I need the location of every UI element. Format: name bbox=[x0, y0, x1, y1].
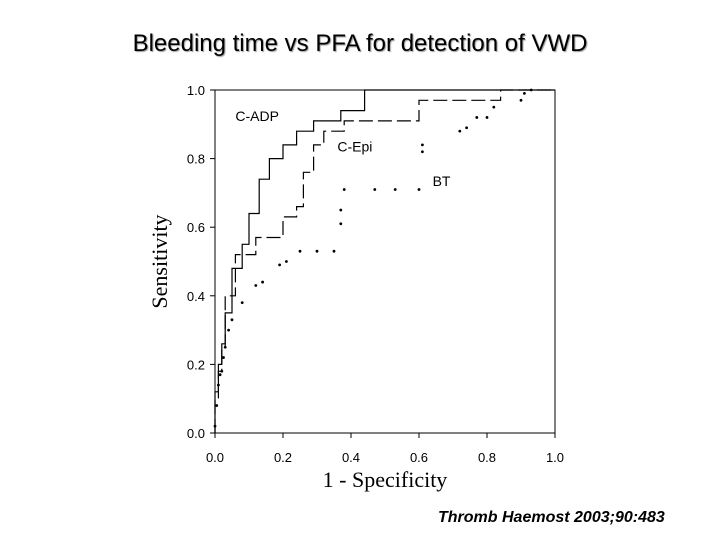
series-point-bt bbox=[240, 301, 244, 305]
series-point-bt bbox=[223, 345, 227, 349]
series-point-bt bbox=[217, 383, 220, 387]
series-point-bt bbox=[519, 98, 523, 102]
citation: Thromb Haemost 2003;90:483 bbox=[438, 509, 665, 526]
series-point-bt bbox=[278, 263, 281, 267]
series-point-bt bbox=[421, 143, 424, 147]
x-tick-label: 0.2 bbox=[274, 450, 292, 465]
axes: 0.0 0.2 0.4 0.6 0.8 1.0 0.0 0.2 0.4 0.6 0.8 1.0 1 - … bbox=[147, 83, 564, 492]
series-point-bt bbox=[529, 88, 533, 92]
series-point-bt bbox=[315, 249, 319, 253]
x-tick-label: 0.0 bbox=[206, 450, 224, 465]
slide-title: Bleeding time vs PFA for detection of VW… bbox=[132, 30, 588, 57]
series-label-bt: BT bbox=[433, 173, 451, 189]
series-line-c-adp bbox=[214, 89, 555, 433]
series-point-bt bbox=[215, 404, 219, 407]
y-tick-label: 0.0 bbox=[187, 426, 205, 441]
series-point-bt bbox=[220, 369, 224, 373]
series-point-bt bbox=[339, 222, 343, 226]
series-point-bt bbox=[332, 249, 336, 253]
x-tick-label: 0.8 bbox=[478, 450, 496, 465]
y-tick-label: 0.4 bbox=[187, 289, 205, 304]
series-point-bt bbox=[373, 188, 377, 191]
series-point-bt bbox=[285, 260, 288, 263]
x-axis-title: 1 - Specificity bbox=[323, 467, 448, 492]
series-point-bt bbox=[485, 116, 489, 119]
series-point-bt bbox=[339, 208, 343, 212]
series-point-bt bbox=[298, 249, 302, 253]
series-point-bt bbox=[254, 284, 258, 287]
y-tick-label: 1.0 bbox=[187, 83, 205, 98]
series-point-bt bbox=[218, 373, 222, 377]
series-point-bt bbox=[261, 280, 264, 284]
y-tick-label: 0.6 bbox=[187, 220, 205, 235]
series-point-bt bbox=[417, 188, 421, 191]
series-point-bt bbox=[458, 129, 462, 133]
series-point-bt bbox=[342, 188, 346, 191]
series-point-bt bbox=[222, 356, 225, 359]
series-label-c-epi: C-Epi bbox=[337, 139, 372, 155]
series-point-bt bbox=[475, 116, 479, 119]
series-point-bt bbox=[393, 188, 397, 191]
series-label-c-adp: C-ADP bbox=[235, 108, 279, 124]
series-line-c-epi bbox=[214, 89, 555, 433]
series-point-bt bbox=[227, 328, 231, 332]
y-axis-title: Sensitivity bbox=[147, 214, 172, 308]
x-tick-label: 0.4 bbox=[342, 450, 360, 465]
y-tick-label: 0.8 bbox=[187, 152, 205, 167]
series-point-bt bbox=[492, 105, 496, 109]
series-point-bt bbox=[230, 318, 234, 322]
x-tick-label: 1.0 bbox=[546, 450, 564, 465]
series-point-bt bbox=[421, 150, 424, 154]
plot-frame bbox=[214, 89, 556, 434]
series-point-bt bbox=[523, 92, 526, 95]
series-point-bt bbox=[213, 424, 217, 428]
series-point-bt bbox=[465, 126, 468, 130]
series-layer bbox=[213, 88, 555, 433]
y-tick-label: 0.2 bbox=[187, 357, 205, 372]
x-tick-label: 0.6 bbox=[410, 450, 428, 465]
labels-layer: C-ADP C-Epi BT bbox=[235, 108, 451, 189]
plot-area bbox=[214, 89, 556, 434]
